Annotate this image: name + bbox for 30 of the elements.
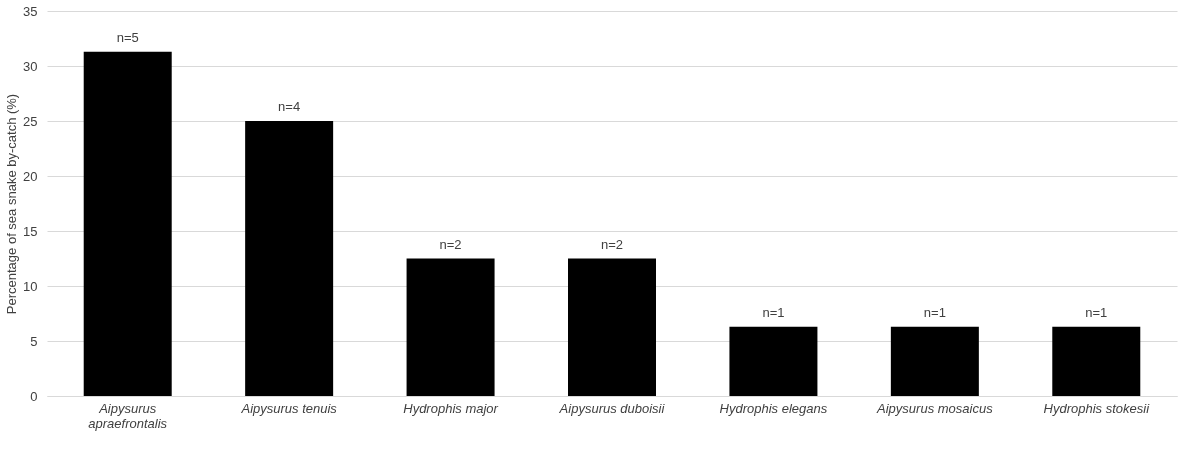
y-tick-label: 20 [23,168,38,184]
annotation: n=4 [278,99,301,114]
annotation: n=1 [1085,304,1108,320]
y-tick-label: 0 [30,388,38,404]
bar [83,51,172,396]
x-tick-label: Hydrophis elegans [719,400,828,416]
bar [1052,326,1141,396]
x-tick-label: Aipysurus mosaicus [876,400,994,416]
y-tick-label: 30 [23,58,38,74]
y-tick-label: 10 [23,278,38,294]
y-tick-label: 35 [23,3,38,19]
annotation: n=5 [116,29,139,45]
x-tick-label: Aipysurus apraefrontalis [88,400,168,431]
y-tick-label: 15 [23,223,38,239]
x-tick-label: Aipysurus tenuis [240,400,338,416]
bar [568,258,656,396]
x-tick-label: Hydrophis stokesii [1043,400,1151,416]
bar [890,326,979,396]
annotation: n=2 [600,236,624,252]
annotation: n=1 [923,304,946,320]
annotation: n=2 [439,236,462,252]
bar [729,326,818,396]
y-tick-label: 25 [23,113,38,129]
y-axis-title: Percentage of sea snake by-catch (%) [4,93,20,315]
bar [406,258,495,396]
y-tick-label: 5 [30,333,38,349]
x-tick-label: Hydrophis major [403,400,499,416]
x-tick-label: Aipysurus duboisii [558,400,666,416]
annotation: n=1 [762,304,785,320]
bar [245,121,334,396]
